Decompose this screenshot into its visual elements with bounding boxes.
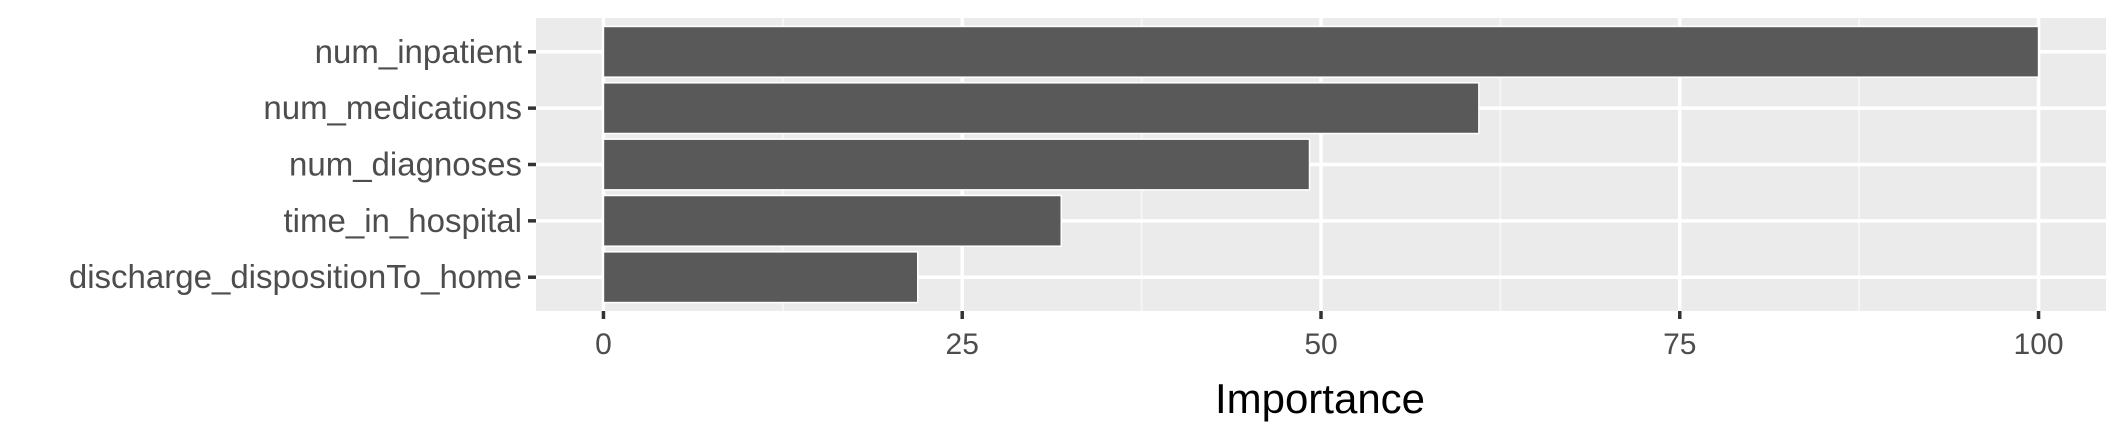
x-axis-ticks [601,311,2041,319]
bars [602,25,2040,304]
x-tick-label: 100 [2014,328,2064,361]
y-axis-ticks [528,50,536,279]
bar-time-in-hospital [602,194,1062,247]
x-tick-label: 25 [946,328,979,361]
bar-num-medications [602,82,1480,135]
bar-num-diagnoses [602,138,1311,191]
bar-discharge-dispositionto-home [602,251,919,304]
bar-num-inpatient [602,25,2040,78]
y-tick-label: num_diagnoses [289,146,522,183]
y-tick-label: num_inpatient [315,33,522,70]
y-tick-label: time_in_hospital [284,202,522,239]
x-axis-title: Importance [1215,375,1425,422]
x-tick-label: 50 [1304,328,1337,361]
x-tick-label: 75 [1663,328,1696,361]
y-tick-label: discharge_dispositionTo_home [69,258,522,295]
y-tick-label: num_medications [263,89,522,126]
y-axis-labels: num_inpatient num_medications num_diagnose… [69,33,522,295]
x-axis-labels: 0 25 50 75 100 [595,328,2063,361]
x-tick-label: 0 [595,328,612,361]
